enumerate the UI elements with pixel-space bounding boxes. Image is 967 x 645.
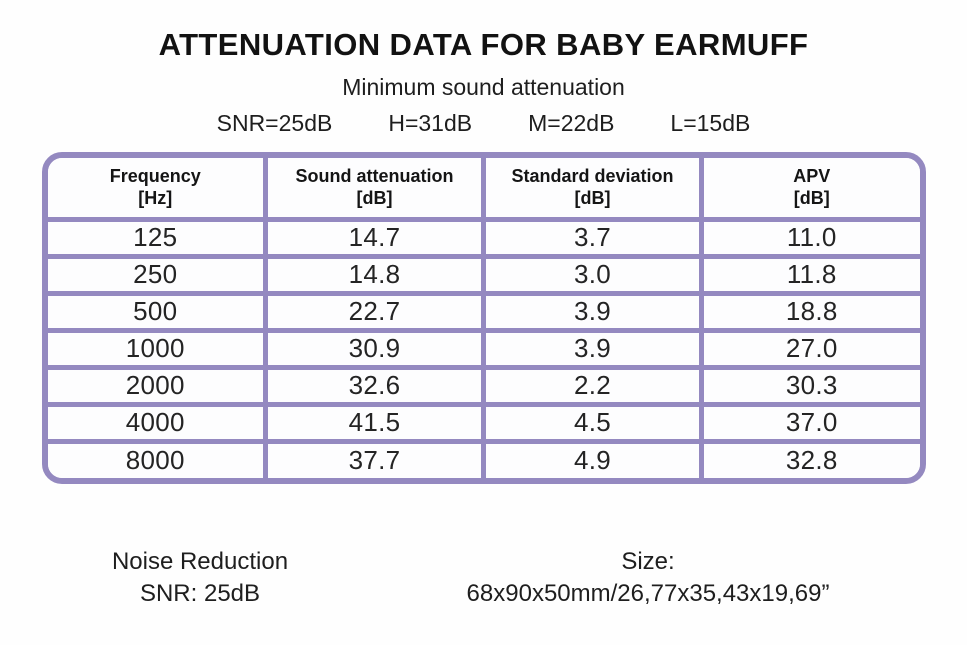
column-header-frequency: Frequency [Hz] [47, 158, 268, 222]
frequency-cell: 8000 [47, 438, 268, 478]
column-unit: [Hz] [138, 188, 173, 209]
standard-deviation-cell: 4.9 [481, 438, 704, 478]
table-body: 125 14.7 3.7 11.0 250 14.8 3.0 11.8 500 … [47, 216, 920, 478]
column-unit: [dB] [793, 188, 830, 209]
table-header: Frequency [Hz] Sound attenuation [dB] St… [47, 158, 920, 222]
standard-deviation-cell: 3.9 [481, 327, 704, 370]
size-note: Size: 68x90x50mm/26,77x35,43x19,69” [368, 546, 928, 610]
table-row: 250 14.8 3.0 11.8 [47, 253, 920, 296]
frequency-cell: 500 [47, 290, 268, 333]
noise-reduction-label: Noise Reduction [111, 548, 289, 575]
column-header-apv: APV [dB] [699, 158, 920, 222]
m-value: M=22dB [528, 110, 615, 136]
apv-cell: 32.8 [699, 438, 920, 478]
sound-attenuation-cell: 41.5 [263, 401, 486, 444]
l-value: L=15dB [670, 110, 751, 136]
table-row: 125 14.7 3.7 11.0 [47, 216, 920, 259]
size-label: Size: [621, 548, 675, 575]
page-title: ATTENUATION DATA FOR BABY EARMUFF [158, 27, 809, 62]
standard-deviation-cell: 2.2 [481, 364, 704, 407]
column-label: Sound attenuation [295, 165, 454, 186]
frequency-cell: 2000 [47, 364, 268, 407]
sound-attenuation-cell: 22.7 [263, 290, 486, 333]
attenuation-table: Frequency [Hz] Sound attenuation [dB] St… [47, 158, 920, 478]
sound-attenuation-cell: 32.6 [263, 364, 486, 407]
size-value: 68x90x50mm/26,77x35,43x19,69” [466, 580, 830, 607]
table-row: 2000 32.6 2.2 30.3 [47, 364, 920, 407]
column-header-sound-attenuation: Sound attenuation [dB] [263, 158, 486, 222]
standard-deviation-cell: 4.5 [481, 401, 704, 444]
table-row: 4000 41.5 4.5 37.0 [47, 401, 920, 444]
table-row: 8000 37.7 4.9 32.8 [47, 438, 920, 478]
noise-reduction-snr: SNR: 25dB [139, 580, 261, 607]
standard-deviation-cell: 3.9 [481, 290, 704, 333]
snr-value: SNR=25dB [216, 110, 333, 136]
apv-cell: 11.8 [699, 253, 920, 296]
column-label: APV [793, 165, 831, 186]
table-row: 500 22.7 3.9 18.8 [47, 290, 920, 333]
frequency-cell: 125 [47, 216, 268, 259]
frequency-cell: 4000 [47, 401, 268, 444]
attenuation-table-frame: Frequency [Hz] Sound attenuation [dB] St… [41, 152, 926, 484]
apv-cell: 11.0 [699, 216, 920, 259]
column-unit: [dB] [574, 188, 611, 209]
column-header-standard-deviation: Standard deviation [dB] [481, 158, 704, 222]
footer: Noise Reduction SNR: 25dB Size: 68x90x50… [0, 546, 967, 610]
sound-attenuation-cell: 14.7 [263, 216, 486, 259]
column-label: Frequency [109, 165, 201, 186]
sound-attenuation-cell: 30.9 [263, 327, 486, 370]
snr-summary-line: SNR=25dB H=31dB M=22dB L=15dB [0, 110, 967, 137]
page-subtitle: Minimum sound attenuation [342, 74, 625, 100]
sound-attenuation-cell: 37.7 [263, 438, 486, 478]
frequency-cell: 1000 [47, 327, 268, 370]
apv-cell: 27.0 [699, 327, 920, 370]
h-value: H=31dB [388, 110, 473, 136]
noise-reduction-note: Noise Reduction SNR: 25dB [40, 546, 360, 610]
standard-deviation-cell: 3.0 [481, 253, 704, 296]
apv-cell: 30.3 [699, 364, 920, 407]
column-label: Standard deviation [511, 165, 674, 186]
sound-attenuation-cell: 14.8 [263, 253, 486, 296]
column-unit: [dB] [356, 188, 393, 209]
table-row: 1000 30.9 3.9 27.0 [47, 327, 920, 370]
apv-cell: 18.8 [699, 290, 920, 333]
header-row: Frequency [Hz] Sound attenuation [dB] St… [47, 158, 920, 222]
apv-cell: 37.0 [699, 401, 920, 444]
standard-deviation-cell: 3.7 [481, 216, 704, 259]
frequency-cell: 250 [47, 253, 268, 296]
